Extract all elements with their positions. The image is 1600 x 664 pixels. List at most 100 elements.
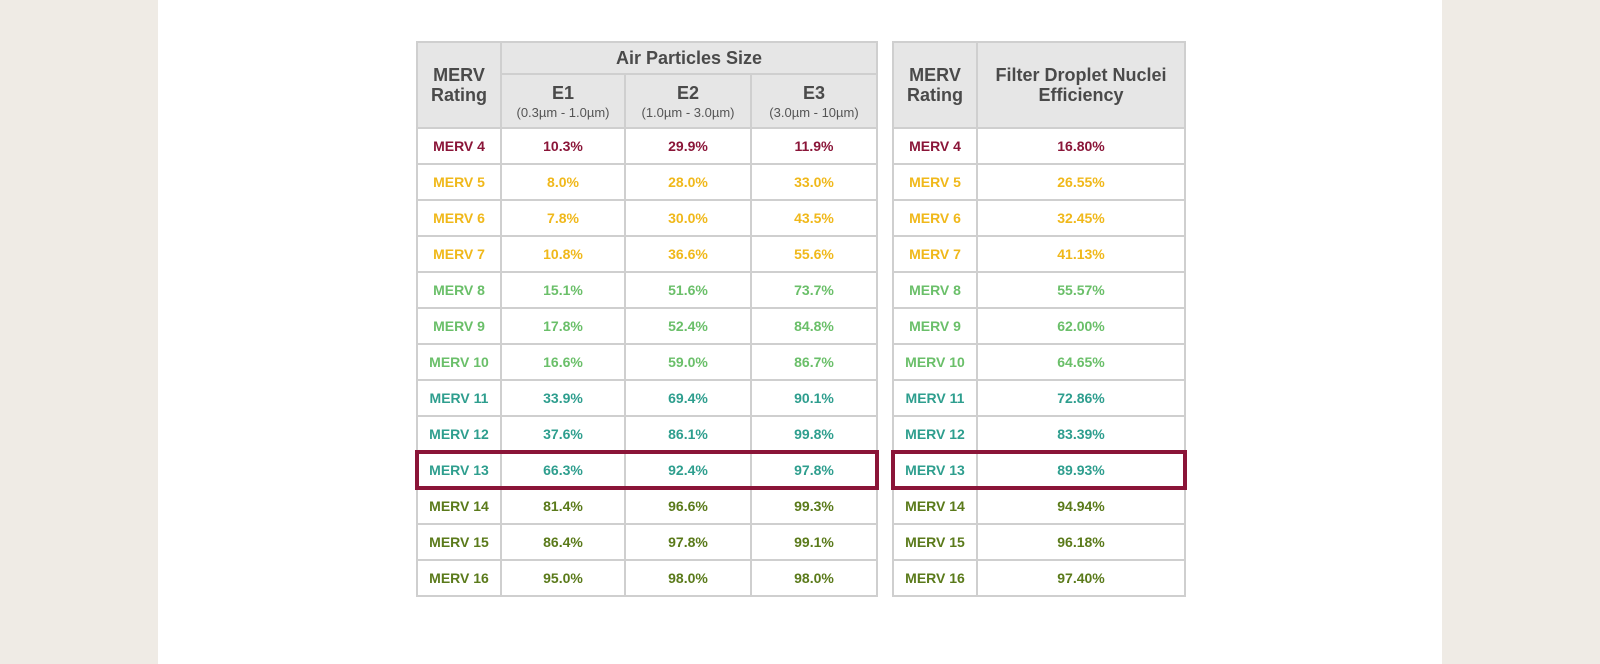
efficiency-cell: 62.00% — [976, 307, 1186, 345]
table-row: MERV 5 8.0% 28.0% 33.0% — [416, 163, 878, 201]
table-row: MERV 7 41.13% — [892, 235, 1186, 273]
table-row: MERV 14 81.4% 96.6% 99.3% — [416, 487, 878, 525]
rating-cell: MERV 9 — [416, 307, 502, 345]
efficiency-cell: 32.45% — [976, 199, 1186, 237]
e3-cell: 99.8% — [750, 415, 878, 453]
efficiency-cell: 96.18% — [976, 523, 1186, 561]
rating-cell: MERV 8 — [416, 271, 502, 309]
e2-cell: 92.4% — [624, 451, 752, 489]
e2-cell: 96.6% — [624, 487, 752, 525]
rating-cell: MERV 5 — [892, 163, 978, 201]
table-row: MERV 16 95.0% 98.0% 98.0% — [416, 559, 878, 597]
table-row: MERV 5 26.55% — [892, 163, 1186, 201]
rating-cell: MERV 5 — [416, 163, 502, 201]
e2-cell: 29.9% — [624, 127, 752, 165]
rating-cell: MERV 10 — [416, 343, 502, 381]
table-row: MERV 12 83.39% — [892, 415, 1186, 453]
e3-cell: 86.7% — [750, 343, 878, 381]
rating-cell: MERV 10 — [892, 343, 978, 381]
table-row: MERV 16 97.40% — [892, 559, 1186, 597]
e1-cell: 15.1% — [500, 271, 626, 309]
e2-code: E2 — [676, 82, 700, 103]
table-row: MERV 15 96.18% — [892, 523, 1186, 561]
air-particles-size-table: MERV Rating Air Particles Size E1 (0.3µm… — [416, 41, 878, 597]
rating-cell: MERV 11 — [416, 379, 502, 417]
e3-cell: 98.0% — [750, 559, 878, 597]
table-row: MERV 4 16.80% — [892, 127, 1186, 165]
efficiency-cell: 64.65% — [976, 343, 1186, 381]
e1-cell: 16.6% — [500, 343, 626, 381]
rating-cell: MERV 4 — [416, 127, 502, 165]
efficiency-cell: 89.93% — [976, 451, 1186, 489]
table-row: MERV 9 62.00% — [892, 307, 1186, 345]
e1-cell: 95.0% — [500, 559, 626, 597]
rating-cell: MERV 15 — [892, 523, 978, 561]
efficiency-cell: 97.40% — [976, 559, 1186, 597]
rating-cell: MERV 11 — [892, 379, 978, 417]
efficiency-cell: 72.86% — [976, 379, 1186, 417]
e2-cell: 36.6% — [624, 235, 752, 273]
e1-cell: 81.4% — [500, 487, 626, 525]
table-row: MERV 11 33.9% 69.4% 90.1% — [416, 379, 878, 417]
table-row: MERV 14 94.94% — [892, 487, 1186, 525]
e3-cell: 97.8% — [750, 451, 878, 489]
table-row: MERV 4 10.3% 29.9% 11.9% — [416, 127, 878, 165]
e2-cell: 51.6% — [624, 271, 752, 309]
rating-cell: MERV 14 — [416, 487, 502, 525]
e3-range: (3.0µm - 10µm) — [769, 104, 859, 120]
e2-cell: 59.0% — [624, 343, 752, 381]
filter-droplet-efficiency-header: Filter Droplet Nuclei Efficiency — [976, 41, 1186, 129]
e1-header: E1 (0.3µm - 1.0µm) — [500, 73, 626, 129]
e1-cell: 37.6% — [500, 415, 626, 453]
e3-cell: 73.7% — [750, 271, 878, 309]
e2-cell: 30.0% — [624, 199, 752, 237]
e3-cell: 55.6% — [750, 235, 878, 273]
efficiency-cell: 41.13% — [976, 235, 1186, 273]
table-row: MERV 8 55.57% — [892, 271, 1186, 309]
e3-cell: 99.1% — [750, 523, 878, 561]
rating-cell: MERV 16 — [416, 559, 502, 597]
table-row: MERV 11 72.86% — [892, 379, 1186, 417]
e2-range: (1.0µm - 3.0µm) — [641, 104, 735, 120]
rating-cell: MERV 14 — [892, 487, 978, 525]
table-row: MERV 15 86.4% 97.8% 99.1% — [416, 523, 878, 561]
rating-cell: MERV 4 — [892, 127, 978, 165]
efficiency-cell: 16.80% — [976, 127, 1186, 165]
e3-cell: 43.5% — [750, 199, 878, 237]
air-particles-size-header: Air Particles Size — [500, 41, 878, 75]
e1-cell: 33.9% — [500, 379, 626, 417]
e1-cell: 17.8% — [500, 307, 626, 345]
efficiency-cell: 83.39% — [976, 415, 1186, 453]
rating-cell: MERV 13 — [892, 451, 978, 489]
table-row: MERV 10 64.65% — [892, 343, 1186, 381]
rating-cell: MERV 8 — [892, 271, 978, 309]
e3-cell: 33.0% — [750, 163, 878, 201]
merv-rating-header: MERV Rating — [892, 41, 978, 129]
table-row: MERV 8 15.1% 51.6% 73.7% — [416, 271, 878, 309]
e1-cell: 66.3% — [500, 451, 626, 489]
table-row: MERV 6 7.8% 30.0% 43.5% — [416, 199, 878, 237]
e2-header: E2 (1.0µm - 3.0µm) — [624, 73, 752, 129]
table-row: MERV 10 16.6% 59.0% 86.7% — [416, 343, 878, 381]
e2-cell: 86.1% — [624, 415, 752, 453]
e3-cell: 99.3% — [750, 487, 878, 525]
table-row: MERV 6 32.45% — [892, 199, 1186, 237]
table-row: MERV 7 10.8% 36.6% 55.6% — [416, 235, 878, 273]
e1-cell: 86.4% — [500, 523, 626, 561]
filter-droplet-efficiency-table: MERV Rating Filter Droplet Nuclei Effici… — [892, 41, 1186, 597]
efficiency-cell: 94.94% — [976, 487, 1186, 525]
rating-cell: MERV 15 — [416, 523, 502, 561]
efficiency-cell: 26.55% — [976, 163, 1186, 201]
e3-cell: 11.9% — [750, 127, 878, 165]
e1-cell: 10.8% — [500, 235, 626, 273]
e1-cell: 8.0% — [500, 163, 626, 201]
rating-cell: MERV 6 — [892, 199, 978, 237]
rating-cell: MERV 7 — [416, 235, 502, 273]
e1-cell: 10.3% — [500, 127, 626, 165]
efficiency-cell: 55.57% — [976, 271, 1186, 309]
rating-cell: MERV 12 — [416, 415, 502, 453]
table-row: MERV 12 37.6% 86.1% 99.8% — [416, 415, 878, 453]
e3-header: E3 (3.0µm - 10µm) — [750, 73, 878, 129]
e2-cell: 28.0% — [624, 163, 752, 201]
rating-cell: MERV 7 — [892, 235, 978, 273]
